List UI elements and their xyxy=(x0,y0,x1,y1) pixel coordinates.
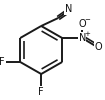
Text: N: N xyxy=(64,4,72,14)
Text: F: F xyxy=(0,57,5,67)
Text: O: O xyxy=(78,19,86,29)
Text: O: O xyxy=(94,42,102,52)
Text: F: F xyxy=(38,87,44,97)
Text: +: + xyxy=(84,30,90,36)
Text: N: N xyxy=(79,33,86,43)
Text: −: − xyxy=(84,17,90,23)
